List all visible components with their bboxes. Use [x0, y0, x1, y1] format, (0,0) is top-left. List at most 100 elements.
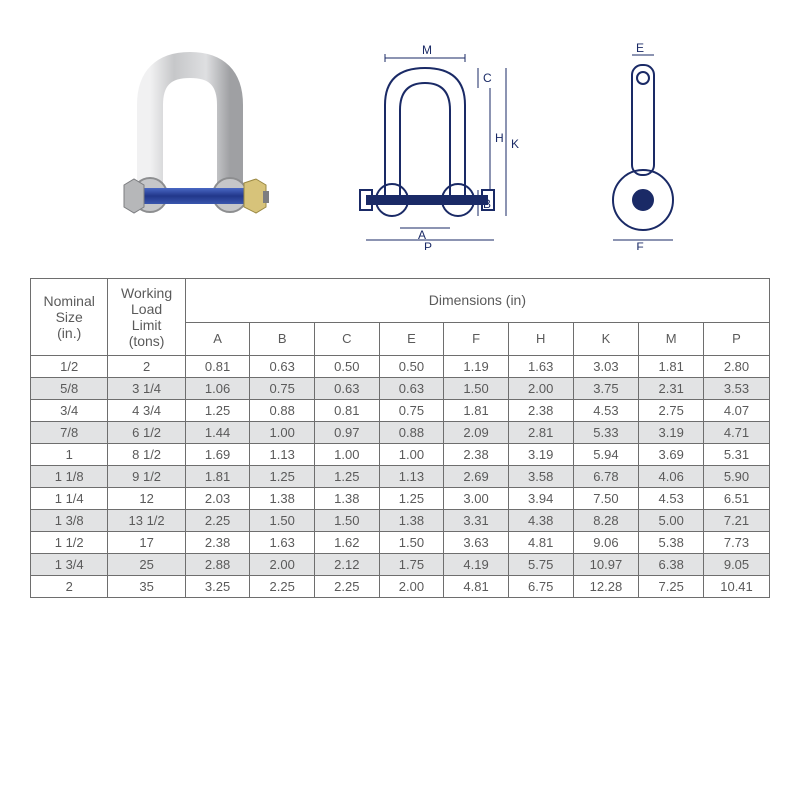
cell-dim-A: 1.81 — [185, 466, 250, 488]
cell-dim-K: 12.28 — [573, 576, 639, 598]
cell-dim-M: 7.25 — [639, 576, 704, 598]
cell-dim-M: 6.38 — [639, 554, 704, 576]
cell-dim-B: 0.63 — [250, 356, 315, 378]
cell-dim-E: 1.75 — [379, 554, 444, 576]
cell-nominal: 1 1/4 — [31, 488, 108, 510]
cell-dim-E: 1.38 — [379, 510, 444, 532]
cell-wll: 25 — [108, 554, 185, 576]
cell-dim-A: 1.25 — [185, 400, 250, 422]
cell-dim-P: 5.31 — [704, 444, 770, 466]
cell-dim-B: 1.50 — [250, 510, 315, 532]
cell-dim-C: 2.25 — [315, 576, 380, 598]
cell-dim-E: 2.00 — [379, 576, 444, 598]
cell-dim-M: 4.53 — [639, 488, 704, 510]
header-dim-K: K — [573, 322, 639, 355]
cell-dim-F: 4.19 — [444, 554, 509, 576]
cell-dim-C: 0.81 — [315, 400, 380, 422]
cell-dim-K: 5.33 — [573, 422, 639, 444]
dim-label-C: C — [483, 71, 492, 85]
cell-dim-K: 5.94 — [573, 444, 639, 466]
cell-wll: 3 1/4 — [108, 378, 185, 400]
cell-nominal: 5/8 — [31, 378, 108, 400]
cell-dim-P: 7.73 — [704, 532, 770, 554]
cell-dim-A: 1.06 — [185, 378, 250, 400]
cell-dim-F: 1.81 — [444, 400, 509, 422]
cell-dim-K: 10.97 — [573, 554, 639, 576]
header-dim-C: C — [315, 322, 380, 355]
table-row: 5/83 1/41.060.750.630.631.502.003.752.31… — [31, 378, 770, 400]
cell-dim-P: 10.41 — [704, 576, 770, 598]
cell-dim-H: 1.63 — [508, 356, 573, 378]
cell-dim-M: 4.06 — [639, 466, 704, 488]
cell-nominal: 1 3/4 — [31, 554, 108, 576]
header-nominal: NominalSize(in.) — [31, 279, 108, 356]
cell-dim-K: 8.28 — [573, 510, 639, 532]
dim-label-E: E — [636, 41, 644, 55]
cell-dim-M: 5.00 — [639, 510, 704, 532]
cell-dim-P: 6.51 — [704, 488, 770, 510]
cell-dim-A: 2.88 — [185, 554, 250, 576]
dim-label-H: H — [495, 131, 504, 145]
cell-nominal: 3/4 — [31, 400, 108, 422]
cell-dim-A: 2.25 — [185, 510, 250, 532]
dim-label-B: B — [483, 197, 491, 211]
header-dim-H: H — [508, 322, 573, 355]
header-dim-B: B — [250, 322, 315, 355]
cell-nominal: 2 — [31, 576, 108, 598]
cell-dim-F: 2.69 — [444, 466, 509, 488]
header-dim-F: F — [444, 322, 509, 355]
cell-dim-C: 0.97 — [315, 422, 380, 444]
cell-dim-C: 0.50 — [315, 356, 380, 378]
table-row: 1 3/4252.882.002.121.754.195.7510.976.38… — [31, 554, 770, 576]
cell-wll: 6 1/2 — [108, 422, 185, 444]
cell-dim-H: 2.81 — [508, 422, 573, 444]
cell-wll: 8 1/2 — [108, 444, 185, 466]
cell-dim-A: 1.44 — [185, 422, 250, 444]
diagram-side: E F — [590, 40, 700, 250]
cell-dim-M: 2.31 — [639, 378, 704, 400]
table-row: 1 3/813 1/22.251.501.501.383.314.388.285… — [31, 510, 770, 532]
cell-wll: 17 — [108, 532, 185, 554]
cell-dim-M: 1.81 — [639, 356, 704, 378]
cell-wll: 35 — [108, 576, 185, 598]
header-dim-M: M — [639, 322, 704, 355]
cell-dim-F: 3.63 — [444, 532, 509, 554]
spec-table: NominalSize(in.) WorkingLoadLimit(tons) … — [30, 278, 770, 598]
cell-dim-C: 1.50 — [315, 510, 380, 532]
diagram-row: M C H K B A P E F — [30, 30, 770, 260]
cell-dim-B: 1.63 — [250, 532, 315, 554]
shackle-illustration — [110, 45, 270, 245]
table-row: 1 1/4122.031.381.381.253.003.947.504.536… — [31, 488, 770, 510]
table-row: 1/220.810.630.500.501.191.633.031.812.80 — [31, 356, 770, 378]
table-body: 1/220.810.630.500.501.191.633.031.812.80… — [31, 356, 770, 598]
dim-label-K: K — [511, 137, 519, 151]
cell-nominal: 7/8 — [31, 422, 108, 444]
cell-dim-P: 4.71 — [704, 422, 770, 444]
cell-dim-E: 1.13 — [379, 466, 444, 488]
cell-dim-A: 0.81 — [185, 356, 250, 378]
cell-dim-B: 0.75 — [250, 378, 315, 400]
cell-dim-A: 3.25 — [185, 576, 250, 598]
dim-label-M: M — [422, 43, 432, 57]
cell-nominal: 1 1/8 — [31, 466, 108, 488]
diagram-front: M C H K B A P — [330, 40, 530, 250]
cell-dim-A: 1.69 — [185, 444, 250, 466]
cell-dim-H: 6.75 — [508, 576, 573, 598]
cell-dim-E: 0.50 — [379, 356, 444, 378]
cell-dim-K: 3.75 — [573, 378, 639, 400]
cell-dim-E: 0.88 — [379, 422, 444, 444]
cell-dim-F: 2.09 — [444, 422, 509, 444]
header-dimensions-group: Dimensions (in) — [185, 279, 769, 323]
cell-dim-P: 5.90 — [704, 466, 770, 488]
cell-dim-F: 3.31 — [444, 510, 509, 532]
header-wll: WorkingLoadLimit(tons) — [108, 279, 185, 356]
cell-nominal: 1 1/2 — [31, 532, 108, 554]
cell-dim-C: 1.62 — [315, 532, 380, 554]
cell-dim-F: 2.38 — [444, 444, 509, 466]
dim-label-P: P — [424, 240, 432, 250]
cell-dim-C: 0.63 — [315, 378, 380, 400]
cell-dim-B: 1.00 — [250, 422, 315, 444]
cell-dim-K: 3.03 — [573, 356, 639, 378]
header-dim-E: E — [379, 322, 444, 355]
cell-dim-E: 0.75 — [379, 400, 444, 422]
